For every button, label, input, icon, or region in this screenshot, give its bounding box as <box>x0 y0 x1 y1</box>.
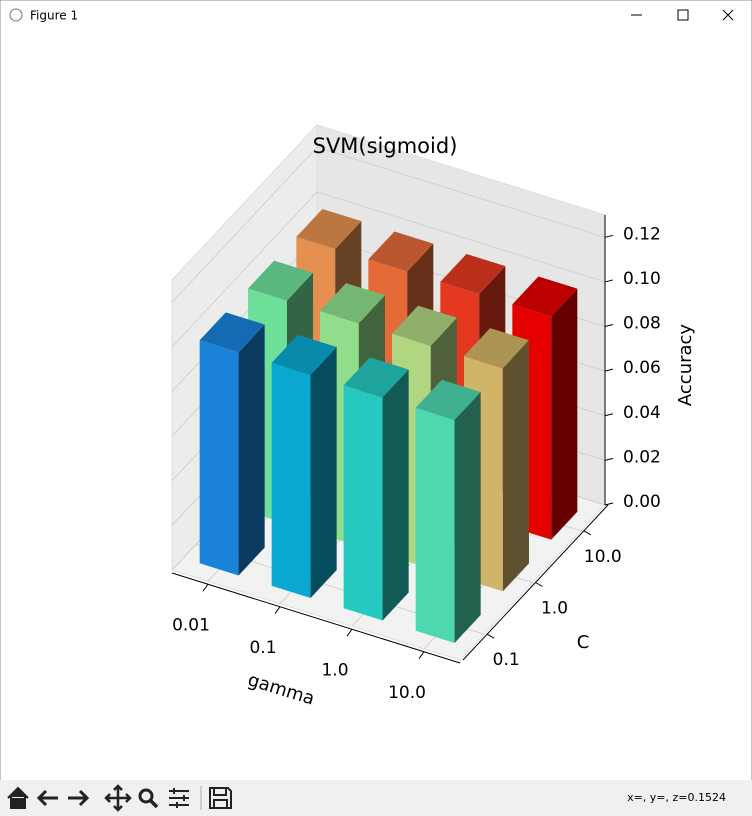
z-tick-label: 0.12 <box>623 224 661 244</box>
z-tick <box>604 279 614 283</box>
toolbar: x=, y=, z=0.1524 <box>0 780 752 816</box>
maximize-button[interactable] <box>677 9 689 21</box>
bar-top <box>440 253 506 295</box>
z-tick <box>604 502 614 506</box>
zoom-handle <box>148 798 159 809</box>
bar-top <box>248 260 313 301</box>
title-bar: Figure 1 <box>9 8 734 23</box>
bar-top <box>271 334 337 375</box>
z-tick-label: 0.06 <box>623 358 661 378</box>
bar-side <box>238 324 265 576</box>
bar-top <box>199 312 265 353</box>
bar-front <box>343 385 383 621</box>
bar-top <box>512 276 578 317</box>
z-tick-label: 0.02 <box>623 447 661 467</box>
bar-front <box>271 362 311 598</box>
y-tick-label: 10.0 <box>584 547 622 567</box>
bar-side <box>502 340 529 592</box>
bar-top <box>343 357 409 398</box>
save-button[interactable] <box>209 787 232 809</box>
y-tick <box>535 582 543 587</box>
y-tick-label: 1.0 <box>541 599 568 619</box>
x-tick <box>346 628 353 637</box>
bar-top <box>320 283 385 324</box>
x-tick-label: 0.1 <box>249 638 276 658</box>
bar-top <box>464 328 529 369</box>
app-icon <box>9 8 23 22</box>
close-button[interactable] <box>722 9 734 21</box>
z-tick-label: 0.00 <box>623 492 661 512</box>
y-tick-label: 0.1 <box>493 650 520 670</box>
bar-front <box>199 340 239 576</box>
status-text: x=, y=, z=0.1524 <box>627 791 726 804</box>
configure-button[interactable] <box>169 788 189 808</box>
grid-line <box>171 146 606 303</box>
z-tick <box>604 234 614 238</box>
x-axis <box>171 572 461 664</box>
x-tick <box>274 606 281 615</box>
z-tick <box>604 368 614 372</box>
pan-button[interactable] <box>104 784 132 812</box>
bar-top <box>368 231 434 272</box>
z-tick <box>604 413 614 417</box>
zoom-button[interactable] <box>138 788 154 804</box>
z-tick-label: 0.10 <box>623 269 661 289</box>
y-axis-label: C <box>577 632 590 653</box>
bar-side <box>310 346 337 598</box>
z-tick <box>604 324 614 328</box>
forward-button[interactable] <box>68 789 90 807</box>
bar-top <box>415 379 481 420</box>
bar-front <box>415 407 455 643</box>
back-button[interactable] <box>36 789 58 807</box>
bar-side <box>454 391 481 643</box>
z-tick <box>604 457 614 461</box>
x-tick-label: 1.0 <box>321 660 348 680</box>
chart-title: SVM(sigmoid) <box>313 134 458 158</box>
z-axis-label: Accuracy <box>675 324 696 407</box>
grid-line <box>171 191 606 348</box>
z-tick-label: 0.04 <box>623 403 661 423</box>
bar-side <box>551 288 578 540</box>
home-button[interactable] <box>7 786 29 809</box>
plot-area: 0.00 0.02 0.04 0.06 0.08 0.10 0.12 0.01 0.1 1.0 10… <box>171 123 696 710</box>
x-tick-label: 0.01 <box>172 615 210 635</box>
x-tick <box>202 583 209 592</box>
bar-side <box>382 369 409 621</box>
bar-top <box>296 208 362 250</box>
x-tick <box>418 651 425 660</box>
bar-top <box>392 305 457 346</box>
y-tick <box>583 530 592 536</box>
window-title: Figure 1 <box>30 9 78 23</box>
z-tick-label: 0.08 <box>623 314 661 334</box>
y-tick <box>486 633 495 639</box>
x-tick-label: 10.0 <box>388 683 426 703</box>
